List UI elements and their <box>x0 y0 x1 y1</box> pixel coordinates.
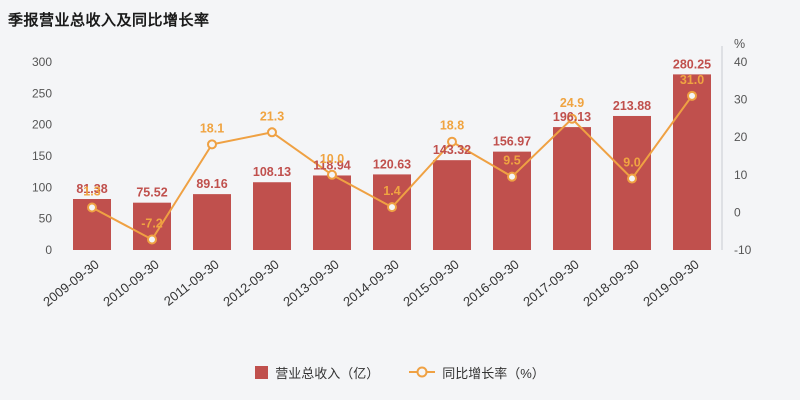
chart-title: 季报营业总收入及同比增长率 <box>8 12 210 29</box>
x-axis-label: 2010-09-30 <box>100 257 162 310</box>
y-axis-tick-left: 0 <box>45 243 52 257</box>
growth-value-label: 1.4 <box>383 184 400 198</box>
y-axis-tick-left: 200 <box>32 118 52 132</box>
bar <box>313 175 351 250</box>
y-axis-tick-right: 10 <box>734 168 748 182</box>
x-axis-label: 2009-09-30 <box>40 257 102 310</box>
bar-value-label: 108.13 <box>253 165 291 179</box>
growth-value-label: 21.3 <box>260 109 284 123</box>
bar-value-label: 213.88 <box>613 99 651 113</box>
growth-value-label: 24.9 <box>560 96 584 110</box>
y-axis-tick-right: 20 <box>734 130 748 144</box>
bar-value-label: 120.63 <box>373 157 411 171</box>
line-marker-icon <box>567 113 577 124</box>
bar <box>673 74 711 250</box>
bar <box>493 151 531 250</box>
x-axis-label: 2014-09-30 <box>340 257 402 310</box>
y-axis-tick-left: 50 <box>39 212 53 226</box>
bar <box>373 174 411 250</box>
y-axis-tick-left: 300 <box>32 55 52 69</box>
x-axis-label: 2016-09-30 <box>460 257 522 310</box>
growth-value-label: 9.5 <box>503 154 520 168</box>
line-marker-icon <box>327 169 337 180</box>
line-marker-icon <box>687 90 697 101</box>
growth-value-label: 1.3 <box>83 185 100 199</box>
line-marker-icon <box>387 202 397 213</box>
bar-value-label: 118.94 <box>313 158 351 172</box>
line-marker-icon <box>507 171 517 182</box>
growth-value-label: 18.1 <box>200 121 224 135</box>
line-marker-icon <box>87 202 97 213</box>
bar-value-label: 196.13 <box>553 110 591 124</box>
x-axis-label: 2011-09-30 <box>161 257 222 309</box>
growth-line-marker-icon <box>409 366 436 378</box>
line-marker-icon <box>147 234 157 245</box>
y-axis-tick-right: 30 <box>734 93 748 107</box>
legend-label-growth: 同比增长率（%） <box>442 365 545 381</box>
y-axis-tick-left: 150 <box>32 149 52 163</box>
bar <box>433 160 471 250</box>
x-axis-label: 2012-09-30 <box>220 257 282 310</box>
line-marker-icon <box>627 173 637 184</box>
y-axis-tick-right: 40 <box>734 55 748 69</box>
growth-value-label: 18.8 <box>440 119 464 133</box>
legend: 营业总收入（亿） 同比增长率（%） <box>0 350 800 394</box>
legend-item-revenue: 营业总收入（亿） <box>255 363 379 382</box>
legend-item-growth: 同比增长率（%） <box>409 363 545 382</box>
revenue-swatch-icon <box>255 365 269 379</box>
x-axis-label: 2017-09-30 <box>520 257 582 310</box>
bar-value-label: 75.52 <box>136 186 167 200</box>
bar-value-label: 156.97 <box>493 135 531 149</box>
right-axis-unit-label: % <box>734 37 745 51</box>
x-axis-label: 2013-09-30 <box>280 257 342 310</box>
bar-value-label: 143.32 <box>433 143 471 157</box>
bar <box>193 194 231 250</box>
line-marker-icon <box>447 136 457 147</box>
line-marker-icon <box>267 127 277 138</box>
line-marker-icon <box>207 139 217 150</box>
x-axis-label: 2019-09-30 <box>640 257 702 310</box>
growth-value-label: 31.0 <box>680 73 704 87</box>
bar-value-label: 280.25 <box>673 57 711 71</box>
bar <box>553 127 591 250</box>
growth-value-label: 9.0 <box>623 156 640 170</box>
x-axis-label: 2015-09-30 <box>400 257 462 310</box>
bar <box>253 182 291 250</box>
x-axis-label: 2018-09-30 <box>580 257 642 310</box>
growth-value-label: -7.2 <box>141 216 163 230</box>
y-axis-tick-right: -10 <box>734 243 752 257</box>
y-axis-tick-right: 0 <box>734 205 741 219</box>
chart-canvas: 0 50 100 150 200 250 300 -10 0 10 20 30 40% 2009-09-3… <box>32 37 752 310</box>
bar-value-label: 81.38 <box>76 182 107 196</box>
y-axis-tick-left: 250 <box>32 86 52 100</box>
legend-label-revenue: 营业总收入（亿） <box>275 365 380 381</box>
growth-value-label: 10.0 <box>320 152 344 166</box>
bar-value-label: 89.16 <box>196 177 227 191</box>
growth-dot-icon <box>416 366 428 378</box>
y-axis-tick-left: 100 <box>32 180 52 194</box>
